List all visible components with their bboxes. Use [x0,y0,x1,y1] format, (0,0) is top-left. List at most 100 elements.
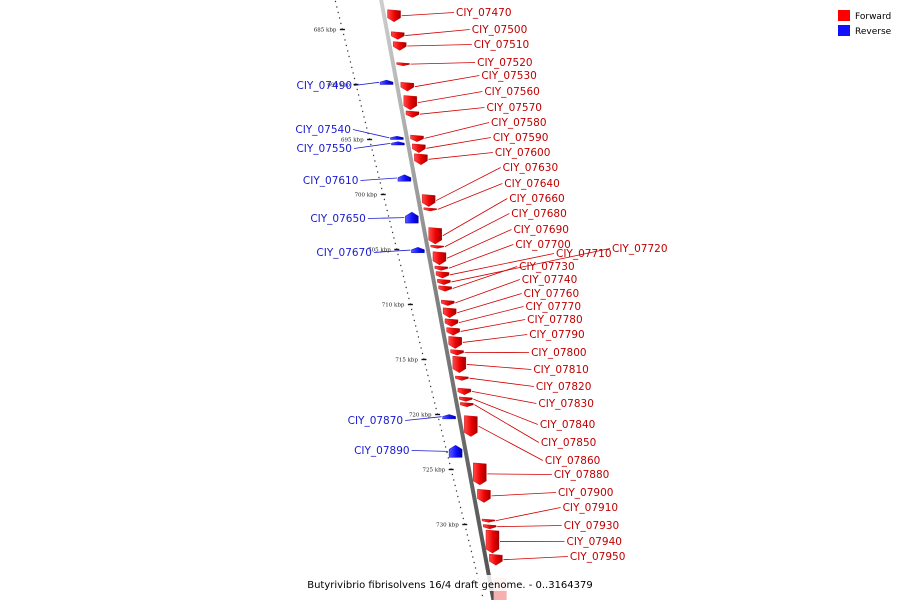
ruler-dot [424,363,426,366]
gene-ciy-07650 [405,211,419,224]
ruler-dot [429,385,432,388]
gene-ciy-07540 [390,135,404,140]
ruler-dot [431,391,433,393]
gene-label: CIY_07690 [513,224,569,236]
gene-ciy-07510 [393,41,407,51]
ruler-dot [435,407,437,410]
ruler-dot [347,50,349,52]
gene-ciy-07730 [438,285,452,292]
ruler-tick-label: 725 kbp [423,468,446,474]
label-leader [474,404,540,443]
label-leader [419,107,485,115]
ruler-dot [446,451,448,454]
label-leader [405,416,442,421]
gene-ciy-07570 [405,110,420,118]
label-leader [435,167,501,201]
ruler-dot [385,204,387,206]
gene-ciy-07470 [387,9,401,23]
ruler-dot [428,380,430,382]
ruler-dot [455,490,458,492]
ruler-dot [342,33,345,36]
gene-label: CIY_07570 [486,102,541,114]
ruler-dot [397,253,399,256]
ruler-dot [359,99,361,102]
gene-label: CIY_07590 [493,132,549,144]
ruler-dot [473,561,475,564]
gene-label: CIY_07850 [541,437,597,449]
ruler-dot [419,341,421,344]
label-leader [428,152,493,160]
label-leader [444,213,510,248]
caption-backdrop [300,575,600,591]
gene-label: CIY_07780 [527,314,583,326]
label-leader [411,450,449,452]
ruler-dot [334,0,337,3]
ruler-tick-label: 690 kbp [327,83,350,89]
label-leader [491,492,556,497]
ruler-dot [415,325,417,327]
ruler-dot [361,110,364,113]
ruler-tick-label: 695 kbp [341,138,364,144]
legend-reverse-label: Reverse [855,27,892,37]
label-leader [414,75,480,88]
label-leader [373,249,411,253]
gene-ciy-07490 [379,79,394,85]
ruler-dot [416,330,418,333]
label-leader [407,44,472,47]
gene-ciy-07550 [391,141,405,146]
label-leader [495,507,561,522]
ruler-dot [444,446,447,448]
gene-ciy-07710 [435,271,450,279]
ruler-dot [351,66,353,69]
label-leader [460,319,526,332]
ruler-dot [443,440,445,443]
gene-ciy-07800 [450,349,464,356]
gene-ciy-07720 [437,278,451,285]
ruler-dot [434,402,436,404]
label-leader [478,425,544,461]
gene-label: CIY_07940 [566,536,622,548]
label-leader [417,91,483,104]
gene-label: CIY_07820 [536,381,592,393]
gene-ciy-07640 [423,207,438,212]
ruler-dot [476,572,478,575]
ruler-dot [379,182,382,184]
ruler-dot [401,270,403,272]
ruler-dot [336,6,338,8]
gene-ciy-07950 [489,553,503,566]
gene-label: CIY_07930 [564,520,620,532]
ruler-dot [465,528,467,531]
ruler-dot [404,281,406,283]
gene-label: CIY_07710 [556,248,612,260]
gene-ciy-07940 [485,529,500,554]
gene-ciy-07870 [442,414,456,420]
gene-ciy-07880 [473,462,487,486]
ruler-dot [393,237,395,239]
gene-label: CIY_07470 [456,7,512,19]
label-leader [448,244,514,269]
ruler-dot [461,512,463,514]
ruler-dot [340,22,342,25]
gene-ciy-07830 [457,387,472,395]
label-leader [451,248,611,283]
gene-ciy-07860 [464,415,478,437]
ruler-dot [376,171,379,173]
gene-ciy-07690 [432,251,447,266]
ruler-dot [398,259,401,261]
gene-label: CIY_07610 [303,175,359,187]
label-leader [405,29,470,36]
gene-label: CIY_07560 [484,86,540,98]
ruler-dot [481,594,484,597]
gene-label: CIY_07770 [526,301,582,313]
ruler-dot [357,94,360,96]
gene-ciy-07680 [430,244,445,249]
gene-ciy-07770 [444,318,459,327]
gene-label: CIY_07720 [612,243,668,255]
ruler-dot [474,567,477,569]
ruler-dot [372,154,375,157]
gene-ciy-07700 [434,265,449,271]
gene-label: CIY_07790 [529,329,585,341]
ruler-dot [432,396,435,399]
ruler-dot [348,55,350,58]
gene-label: CIY_07890 [354,445,410,457]
